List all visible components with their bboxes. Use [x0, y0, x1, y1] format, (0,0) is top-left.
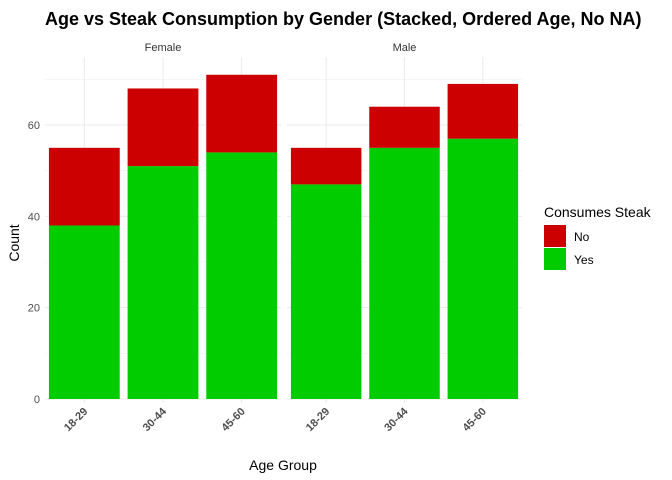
bar-no-female-30-44: [127, 88, 199, 167]
y-tick-label: 60: [28, 120, 40, 132]
bar-no-female-18-29: [48, 147, 120, 226]
bar-yes-female-45-60: [206, 152, 278, 399]
legend-title: Consumes Steak: [544, 204, 652, 220]
y-tick-label: 0: [34, 394, 40, 406]
bar-no-female-45-60: [206, 74, 278, 153]
x-tick-label: 30-44: [141, 405, 170, 434]
x-tick-label: 45-60: [219, 406, 247, 434]
facet-panel-female: Female 18-29 30-44 45-60: [45, 42, 281, 434]
legend-swatch-yes: [544, 248, 566, 270]
bar-yes-female-30-44: [127, 166, 199, 399]
bar-no-male-30-44: [369, 106, 440, 148]
x-axis-title: Age Group: [249, 457, 317, 473]
x-tick-label: 18-29: [304, 406, 332, 434]
bar-no-male-18-29: [290, 147, 362, 185]
bar-yes-male-30-44: [369, 147, 440, 399]
legend-swatch-no: [544, 225, 566, 247]
facet-panel-male: Male 18-29 30-44 45-60: [287, 42, 522, 434]
legend-label-yes: Yes: [574, 253, 594, 267]
facet-label: Female: [145, 42, 182, 54]
bar-yes-male-45-60: [447, 138, 519, 399]
bar-no-male-45-60: [447, 83, 519, 139]
facet-panels: Female 18-29 30-44 45-60 Male 18-29 30-44 45-60…: [28, 42, 522, 434]
x-tick-label: 30-44: [382, 405, 411, 434]
facet-label: Male: [393, 42, 417, 54]
legend: Consumes Steak No Yes: [544, 204, 652, 270]
legend-label-no: No: [574, 230, 590, 244]
bar-yes-male-18-29: [290, 184, 362, 399]
x-tick-label: 18-29: [62, 406, 90, 434]
chart-title: Age vs Steak Consumption by Gender (Stac…: [45, 9, 641, 29]
y-tick-label: 20: [28, 303, 40, 315]
x-tick-label: 45-60: [461, 406, 489, 434]
y-axis-title: Count: [6, 224, 22, 261]
y-tick-label: 40: [28, 211, 40, 223]
bar-yes-female-18-29: [48, 225, 120, 399]
